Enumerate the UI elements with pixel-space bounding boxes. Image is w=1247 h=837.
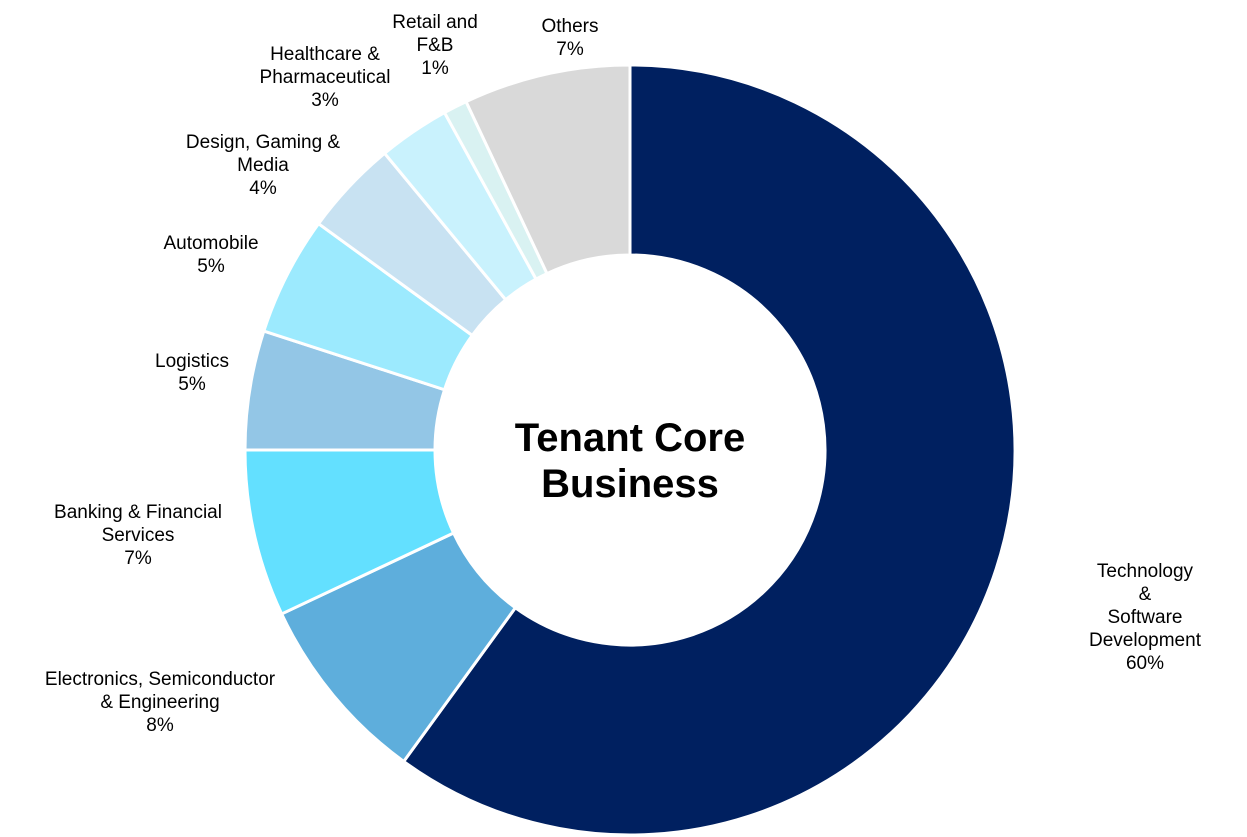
slice-label: Banking & Financial Services 7% (54, 501, 222, 570)
value-label: 1% (421, 58, 449, 79)
category-label: Automobile (163, 233, 259, 254)
value-label: 5% (197, 256, 225, 277)
donut-slice (401, 63, 1017, 837)
value-label: 7% (124, 548, 152, 569)
slice-label: Design, Gaming & Media 4% (186, 131, 340, 200)
value-label: 4% (249, 178, 277, 199)
slice-label: Technology & Software Development 60% (1089, 560, 1201, 675)
center-label: Tenant Core Business (514, 416, 746, 506)
category-label: Technology & Software Development (1089, 561, 1201, 651)
category-label: Logistics (155, 351, 229, 372)
value-label: 7% (556, 39, 584, 60)
value-label: 3% (311, 90, 339, 111)
slice-label: Others 7% (541, 15, 598, 61)
slice-label: Retail and F&B 1% (392, 11, 478, 80)
value-label: 60% (1125, 653, 1165, 674)
slice-label: Electronics, Semiconductor & Engineering… (45, 668, 275, 737)
value-label: 8% (146, 715, 174, 736)
donut-slice (464, 63, 632, 276)
value-label: 5% (178, 374, 206, 395)
category-label: Design, Gaming & Media (185, 132, 341, 176)
slice-label: Logistics 5% (155, 350, 229, 396)
slice-label: Automobile 5% (163, 232, 258, 278)
category-label: Retail and F&B (392, 12, 478, 56)
category-label: Others (541, 16, 599, 37)
slice-label: Healthcare & Pharmaceutical 3% (260, 43, 391, 112)
category-label: Banking & Financial Services (54, 502, 222, 546)
category-label: Electronics, Semiconductor & Engineering (44, 669, 276, 713)
category-label: Healthcare & Pharmaceutical (259, 44, 391, 88)
